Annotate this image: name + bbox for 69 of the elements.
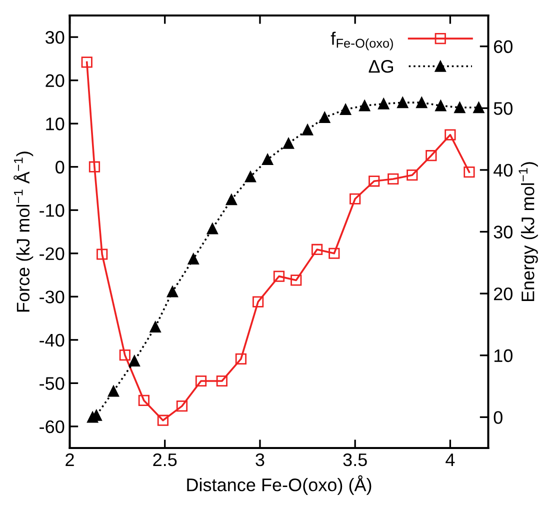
point [311, 244, 323, 256]
x-tick-label: 4 [446, 454, 455, 466]
point [378, 98, 390, 110]
point [138, 394, 150, 406]
point [119, 349, 130, 361]
point [108, 386, 120, 397]
y2-tick-label: 0 [494, 411, 502, 424]
y-tick-label: 10 [46, 118, 64, 130]
point [319, 112, 330, 123]
x-tick-label: 2 [66, 453, 74, 466]
x-tick-label: 3.5 [343, 453, 367, 466]
point [368, 176, 380, 187]
point [426, 150, 437, 162]
y-tick-label: 30 [45, 31, 64, 44]
point [444, 129, 456, 140]
point [416, 97, 428, 108]
point [195, 375, 207, 387]
y2-tick-label: 40 [494, 164, 512, 177]
point [244, 171, 256, 182]
point [262, 154, 274, 165]
point [388, 173, 399, 185]
point [406, 170, 418, 181]
point [473, 102, 484, 114]
point [328, 248, 340, 259]
x-tick-label: 2.5 [153, 453, 177, 466]
y-tick-label: 0 [56, 160, 64, 174]
point [226, 194, 237, 206]
point [166, 286, 178, 298]
point [188, 253, 199, 264]
point [290, 274, 302, 286]
y-tick-label: 20 [46, 74, 64, 88]
y2-tick-label: 50 [494, 102, 512, 115]
point [397, 97, 408, 108]
point [128, 355, 140, 366]
point [216, 375, 228, 387]
point [96, 248, 108, 260]
y-tick-label: -50 [40, 377, 64, 390]
x-tick-label: 3 [256, 453, 264, 466]
y2-tick-label: 30 [494, 226, 512, 238]
y-tick-label: -20 [40, 247, 64, 260]
y2-axis-title: Energy (kJ mol$^{−1}$) [518, 162, 538, 302]
y-tick-label: -30 [40, 290, 64, 304]
point [81, 56, 92, 68]
point [340, 104, 352, 115]
y-tick-label: -40 [40, 334, 64, 347]
y-tick-label: -10 [40, 204, 64, 217]
y2-tick-label: 10 [494, 349, 512, 362]
point [176, 400, 188, 412]
legend-label: ΔG [368, 60, 394, 73]
legend-label: f$_{Fe-O(oxo)}$ [330, 32, 393, 50]
x-axis-title: Distance Fe-O(oxo) (Å) [187, 475, 372, 495]
point [88, 161, 100, 172]
point [252, 296, 264, 308]
y-axis-title: Force (kJ mol$^{−1}$ Å$^{−1}$) [14, 152, 34, 312]
y2-tick-label: 60 [494, 40, 512, 54]
point [464, 166, 475, 178]
point [235, 353, 247, 364]
point [454, 102, 466, 114]
point [302, 124, 314, 136]
point [350, 193, 361, 204]
point [273, 270, 285, 282]
y-tick-label: -60 [40, 420, 64, 434]
point [435, 100, 446, 112]
point [359, 100, 370, 112]
y2-tick-label: 20 [494, 287, 512, 300]
point [206, 223, 218, 234]
point [157, 414, 169, 426]
point [150, 321, 161, 332]
point [282, 138, 294, 149]
